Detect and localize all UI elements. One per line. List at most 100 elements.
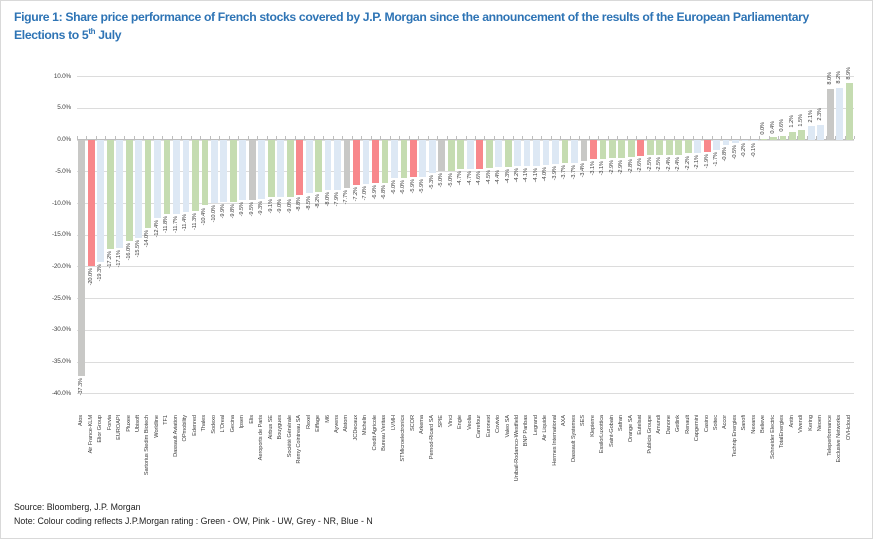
bar-value-label: -19.3% xyxy=(97,264,104,282)
gridline xyxy=(77,139,854,141)
axis-tick xyxy=(835,136,837,140)
bar-value-label: -7.0% xyxy=(362,186,369,201)
category-label: JCDecaux xyxy=(352,415,359,441)
bar-value-label: -4.0% xyxy=(542,167,549,182)
bar xyxy=(580,139,588,162)
category-label: SPIE xyxy=(438,415,445,428)
category-label: Ayvens xyxy=(333,415,340,433)
bar xyxy=(675,139,683,155)
category-label: Elior Group xyxy=(97,415,104,443)
axis-tick xyxy=(721,136,723,140)
axis-tick xyxy=(95,136,97,140)
category-label: Edenred xyxy=(191,415,198,436)
axis-tick xyxy=(541,136,543,140)
bar xyxy=(476,139,484,169)
bar-value-label: 8.9% xyxy=(845,66,852,80)
gridline xyxy=(77,266,854,268)
category-label: Kering xyxy=(807,415,814,431)
axis-tick xyxy=(418,136,420,140)
axis-tick xyxy=(162,136,164,140)
bar xyxy=(154,139,161,219)
bar-value-label: -2.8% xyxy=(627,159,634,174)
bar-value-label: -5.9% xyxy=(419,179,426,194)
bar xyxy=(296,139,304,196)
bar-value-label: -4.5% xyxy=(485,170,492,185)
category-label: Nexans xyxy=(750,415,757,434)
x-axis-line xyxy=(77,139,854,141)
axis-tick xyxy=(427,136,429,140)
category-label: Dassault Aviation xyxy=(172,415,179,457)
category-label: Casino xyxy=(703,415,710,433)
axis-tick xyxy=(692,136,694,140)
axis-tick xyxy=(266,136,268,140)
category-label: BNP Paribas xyxy=(523,415,530,447)
bar xyxy=(239,139,247,200)
category-label: Sanofi xyxy=(741,415,748,431)
category-label: Atos xyxy=(78,415,85,426)
bar xyxy=(428,139,436,174)
axis-tick xyxy=(768,136,770,140)
bar-value-label: -6.0% xyxy=(400,179,407,194)
bar xyxy=(656,139,664,156)
bar xyxy=(381,139,389,183)
category-label: Technip Energies xyxy=(731,415,738,458)
bar xyxy=(618,139,626,158)
category-label: OVHcloud xyxy=(845,415,852,441)
bar-value-label: -11.3% xyxy=(191,213,198,231)
bar xyxy=(353,139,360,186)
bar-value-label: -3.1% xyxy=(589,161,596,176)
bar xyxy=(751,139,758,141)
category-label: Covivio xyxy=(495,415,502,433)
category-label: Dassault Systemes xyxy=(570,415,577,462)
axis-tick xyxy=(408,136,410,140)
figure-title-line1: Figure 1: Share price performance of Fre… xyxy=(14,10,809,24)
bar-value-label: -3.9% xyxy=(551,166,558,181)
category-label: Worldline xyxy=(153,415,160,438)
axis-tick xyxy=(579,136,581,140)
category-label: Alstom xyxy=(343,415,350,432)
bar-value-label: -9.5% xyxy=(239,201,246,217)
bar-value-label: -7.9% xyxy=(333,191,340,207)
bar xyxy=(694,139,702,153)
axis-tick xyxy=(304,136,306,140)
bar xyxy=(277,139,285,197)
category-label: TF1 xyxy=(163,415,170,425)
bar-value-label: -5.3% xyxy=(428,175,435,190)
axis-tick xyxy=(143,136,145,140)
y-axis-tick-label: -10.0% xyxy=(51,199,71,207)
axis-tick xyxy=(105,136,107,140)
bar xyxy=(807,126,815,140)
category-label: Gecina xyxy=(229,415,236,433)
category-label: Thales xyxy=(201,415,208,432)
bar-value-label: -16.0% xyxy=(125,243,132,261)
category-label: Elis xyxy=(248,415,255,424)
bar xyxy=(457,139,465,170)
category-label: AXA xyxy=(561,415,568,427)
gridline xyxy=(77,361,854,363)
category-label: Unibail-Rodamco-Westfield xyxy=(514,415,521,482)
bar xyxy=(173,139,180,214)
bar-value-label: 1.5% xyxy=(798,113,805,127)
category-label: SES xyxy=(580,415,587,427)
axis-tick xyxy=(294,136,296,140)
category-label: Ubisoft xyxy=(134,415,141,433)
bar xyxy=(552,139,559,165)
gridline xyxy=(77,329,854,331)
category-label: Schneider Electric xyxy=(769,415,776,460)
gridline xyxy=(77,234,854,236)
bar xyxy=(87,139,95,267)
axis-tick xyxy=(474,136,476,140)
axis-tick xyxy=(664,136,666,140)
axis-tick xyxy=(740,136,742,140)
axis-tick xyxy=(342,136,344,140)
bar xyxy=(78,139,86,377)
category-label: Publicis Groupe xyxy=(646,415,653,454)
bar-value-label: -17.1% xyxy=(116,250,123,268)
ordinal-suffix: th xyxy=(88,26,96,36)
bar xyxy=(627,139,635,158)
axis-tick xyxy=(759,136,761,140)
bar xyxy=(826,88,834,140)
bar-value-label: -1.9% xyxy=(703,153,710,168)
axis-tick xyxy=(247,136,249,140)
category-label: Klepierre xyxy=(589,415,596,437)
